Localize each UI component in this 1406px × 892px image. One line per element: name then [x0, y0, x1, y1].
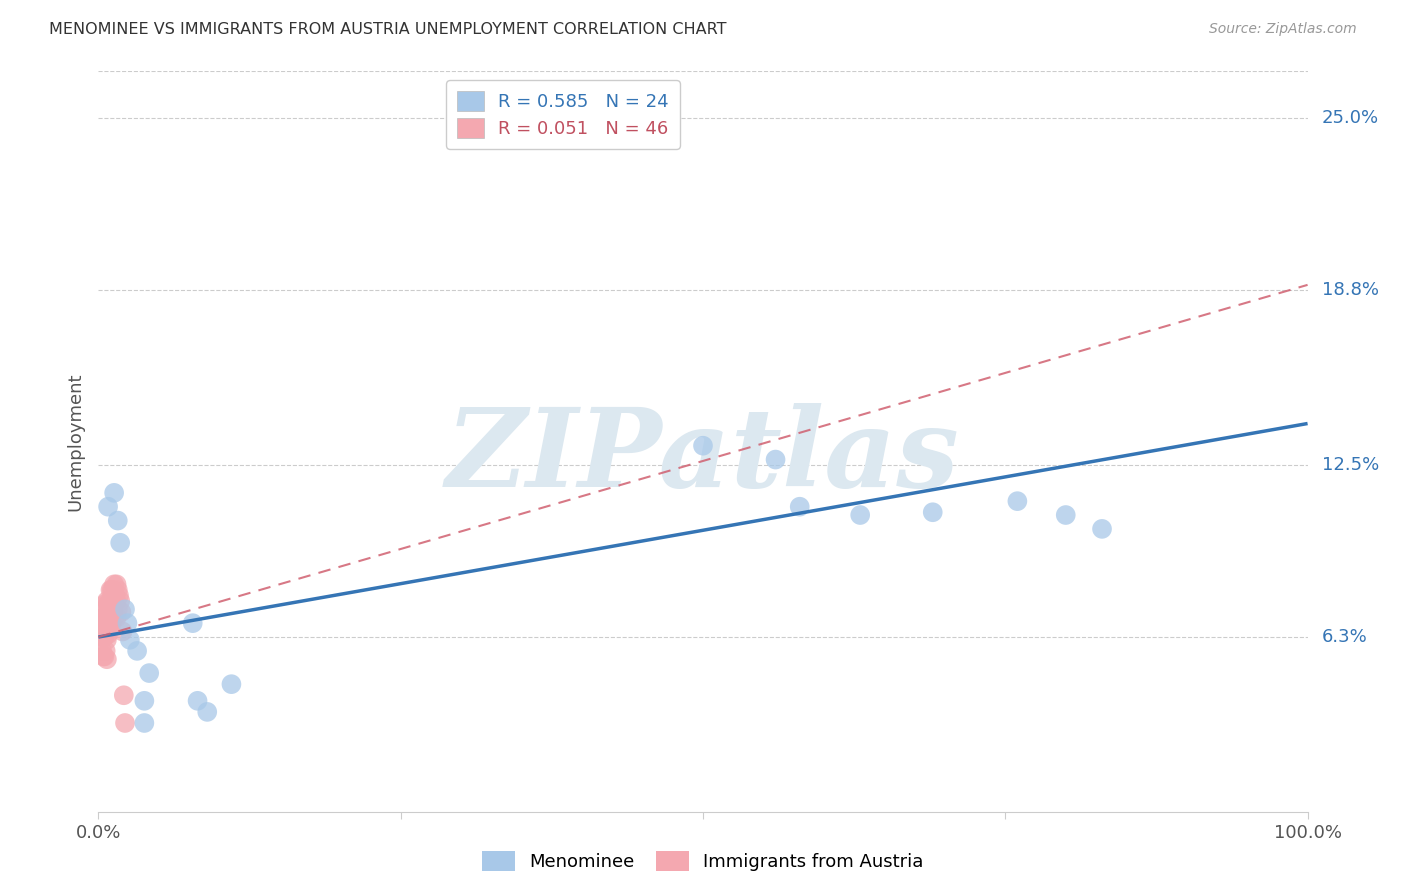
Point [91, 624, 114, 639]
Point [100, 602, 122, 616]
Point [91, 610, 114, 624]
Point [100, 582, 122, 597]
Point [103, 610, 125, 624]
Point [98, 616, 121, 631]
Text: MENOMINEE VS IMMIGRANTS FROM AUSTRIA UNEMPLOYMENT CORRELATION CHART: MENOMINEE VS IMMIGRANTS FROM AUSTRIA UNE… [49, 22, 727, 37]
Point [100, 582, 122, 597]
Point [93, 630, 115, 644]
Point [97, 627, 120, 641]
Text: 12.5%: 12.5% [1322, 456, 1379, 475]
Point [607, 112, 630, 126]
Point [105, 610, 128, 624]
Point [107, 602, 129, 616]
Point [91, 644, 114, 658]
Text: 25.0%: 25.0% [1322, 110, 1379, 128]
Point [692, 439, 714, 453]
Point [93, 649, 115, 664]
Point [107, 514, 129, 528]
Point [181, 616, 204, 631]
Point [96, 652, 118, 666]
Point [96, 594, 118, 608]
Point [103, 594, 125, 608]
Point [100, 619, 122, 633]
Point [921, 505, 943, 519]
Point [110, 605, 132, 619]
Legend: R = 0.585   N = 24, R = 0.051   N = 46: R = 0.585 N = 24, R = 0.051 N = 46 [446, 80, 681, 149]
Point [195, 705, 218, 719]
Point [117, 616, 139, 631]
Point [1054, 508, 1077, 522]
Point [1007, 494, 1029, 508]
Point [108, 594, 131, 608]
Point [96, 619, 118, 633]
Point [789, 500, 811, 514]
Point [93, 602, 115, 616]
Point [105, 594, 128, 608]
Text: ZIPatlas: ZIPatlas [446, 402, 960, 510]
Point [134, 716, 156, 731]
Point [97, 597, 120, 611]
Point [849, 508, 872, 522]
Point [114, 602, 136, 616]
Point [1091, 522, 1114, 536]
Point [105, 577, 128, 591]
Point [138, 666, 160, 681]
Point [765, 452, 787, 467]
Point [134, 694, 156, 708]
Point [94, 597, 117, 611]
Point [108, 589, 131, 603]
Point [91, 649, 114, 664]
Point [97, 500, 120, 514]
Point [100, 599, 122, 614]
Point [221, 677, 243, 691]
Point [98, 597, 121, 611]
Point [91, 630, 114, 644]
Point [103, 486, 125, 500]
Text: 18.8%: 18.8% [1322, 281, 1379, 300]
Point [96, 632, 118, 647]
Point [111, 624, 134, 639]
Point [108, 535, 131, 549]
Y-axis label: Unemployment: Unemployment [66, 372, 84, 511]
Text: Source: ZipAtlas.com: Source: ZipAtlas.com [1209, 22, 1357, 37]
Point [104, 589, 127, 603]
Point [127, 644, 149, 658]
Text: 6.3%: 6.3% [1322, 628, 1368, 646]
Legend: Menominee, Immigrants from Austria: Menominee, Immigrants from Austria [475, 844, 931, 879]
Point [93, 616, 115, 631]
Point [114, 716, 136, 731]
Point [101, 582, 124, 597]
Point [118, 632, 141, 647]
Point [107, 582, 129, 597]
Point [103, 577, 125, 591]
Point [97, 610, 120, 624]
Point [112, 688, 135, 702]
Point [94, 610, 117, 624]
Point [94, 644, 117, 658]
Point [101, 602, 124, 616]
Point [94, 624, 117, 639]
Point [100, 616, 122, 631]
Point [187, 694, 209, 708]
Point [96, 607, 118, 622]
